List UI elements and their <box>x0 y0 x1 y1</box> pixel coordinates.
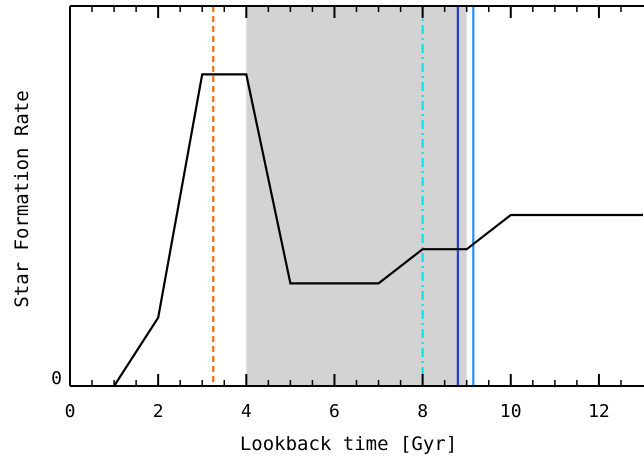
x-tick-label-12: 12 <box>588 401 610 422</box>
series-layer <box>113 73 643 387</box>
x-tick-label-2: 2 <box>153 401 164 422</box>
x-tick-label-4: 4 <box>241 401 252 422</box>
x-axis-title: Lookback time [Gyr] <box>240 433 457 455</box>
y-tick-label-0: 0 <box>51 368 62 389</box>
vertical-lines-layer <box>212 6 475 386</box>
ticks-layer: 0 2 4 6 8 10 12 0 <box>51 6 622 422</box>
x-tick-label-8: 8 <box>417 401 428 422</box>
sfr-line-1 <box>113 73 643 387</box>
shaded-region <box>246 6 467 386</box>
x-tick-label-10: 10 <box>500 401 522 422</box>
x-tick-label-6: 6 <box>329 401 340 422</box>
y-axis-title: Star Formation Rate <box>11 90 33 307</box>
x-tick-label-0: 0 <box>65 401 76 422</box>
shaded-region-layer <box>246 6 467 386</box>
